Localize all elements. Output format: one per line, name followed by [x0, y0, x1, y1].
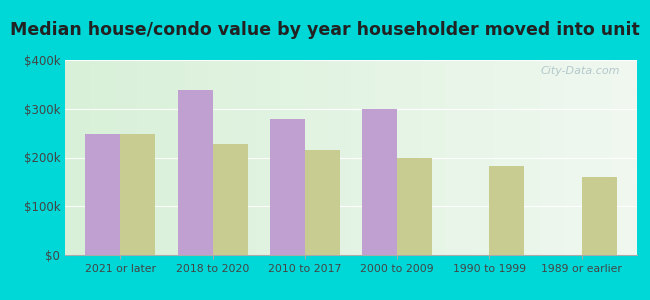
Bar: [397, 158, 432, 255]
Bar: [305, 150, 340, 255]
Text: City-Data.com: City-Data.com: [540, 66, 620, 76]
Text: Median house/condo value by year householder moved into unit: Median house/condo value by year househo…: [10, 21, 640, 39]
Bar: [177, 90, 213, 255]
Bar: [270, 119, 305, 255]
Bar: [582, 177, 617, 255]
Bar: [489, 166, 525, 255]
Bar: [213, 144, 248, 255]
Bar: [120, 134, 155, 255]
Bar: [362, 109, 397, 255]
Bar: [85, 134, 120, 255]
